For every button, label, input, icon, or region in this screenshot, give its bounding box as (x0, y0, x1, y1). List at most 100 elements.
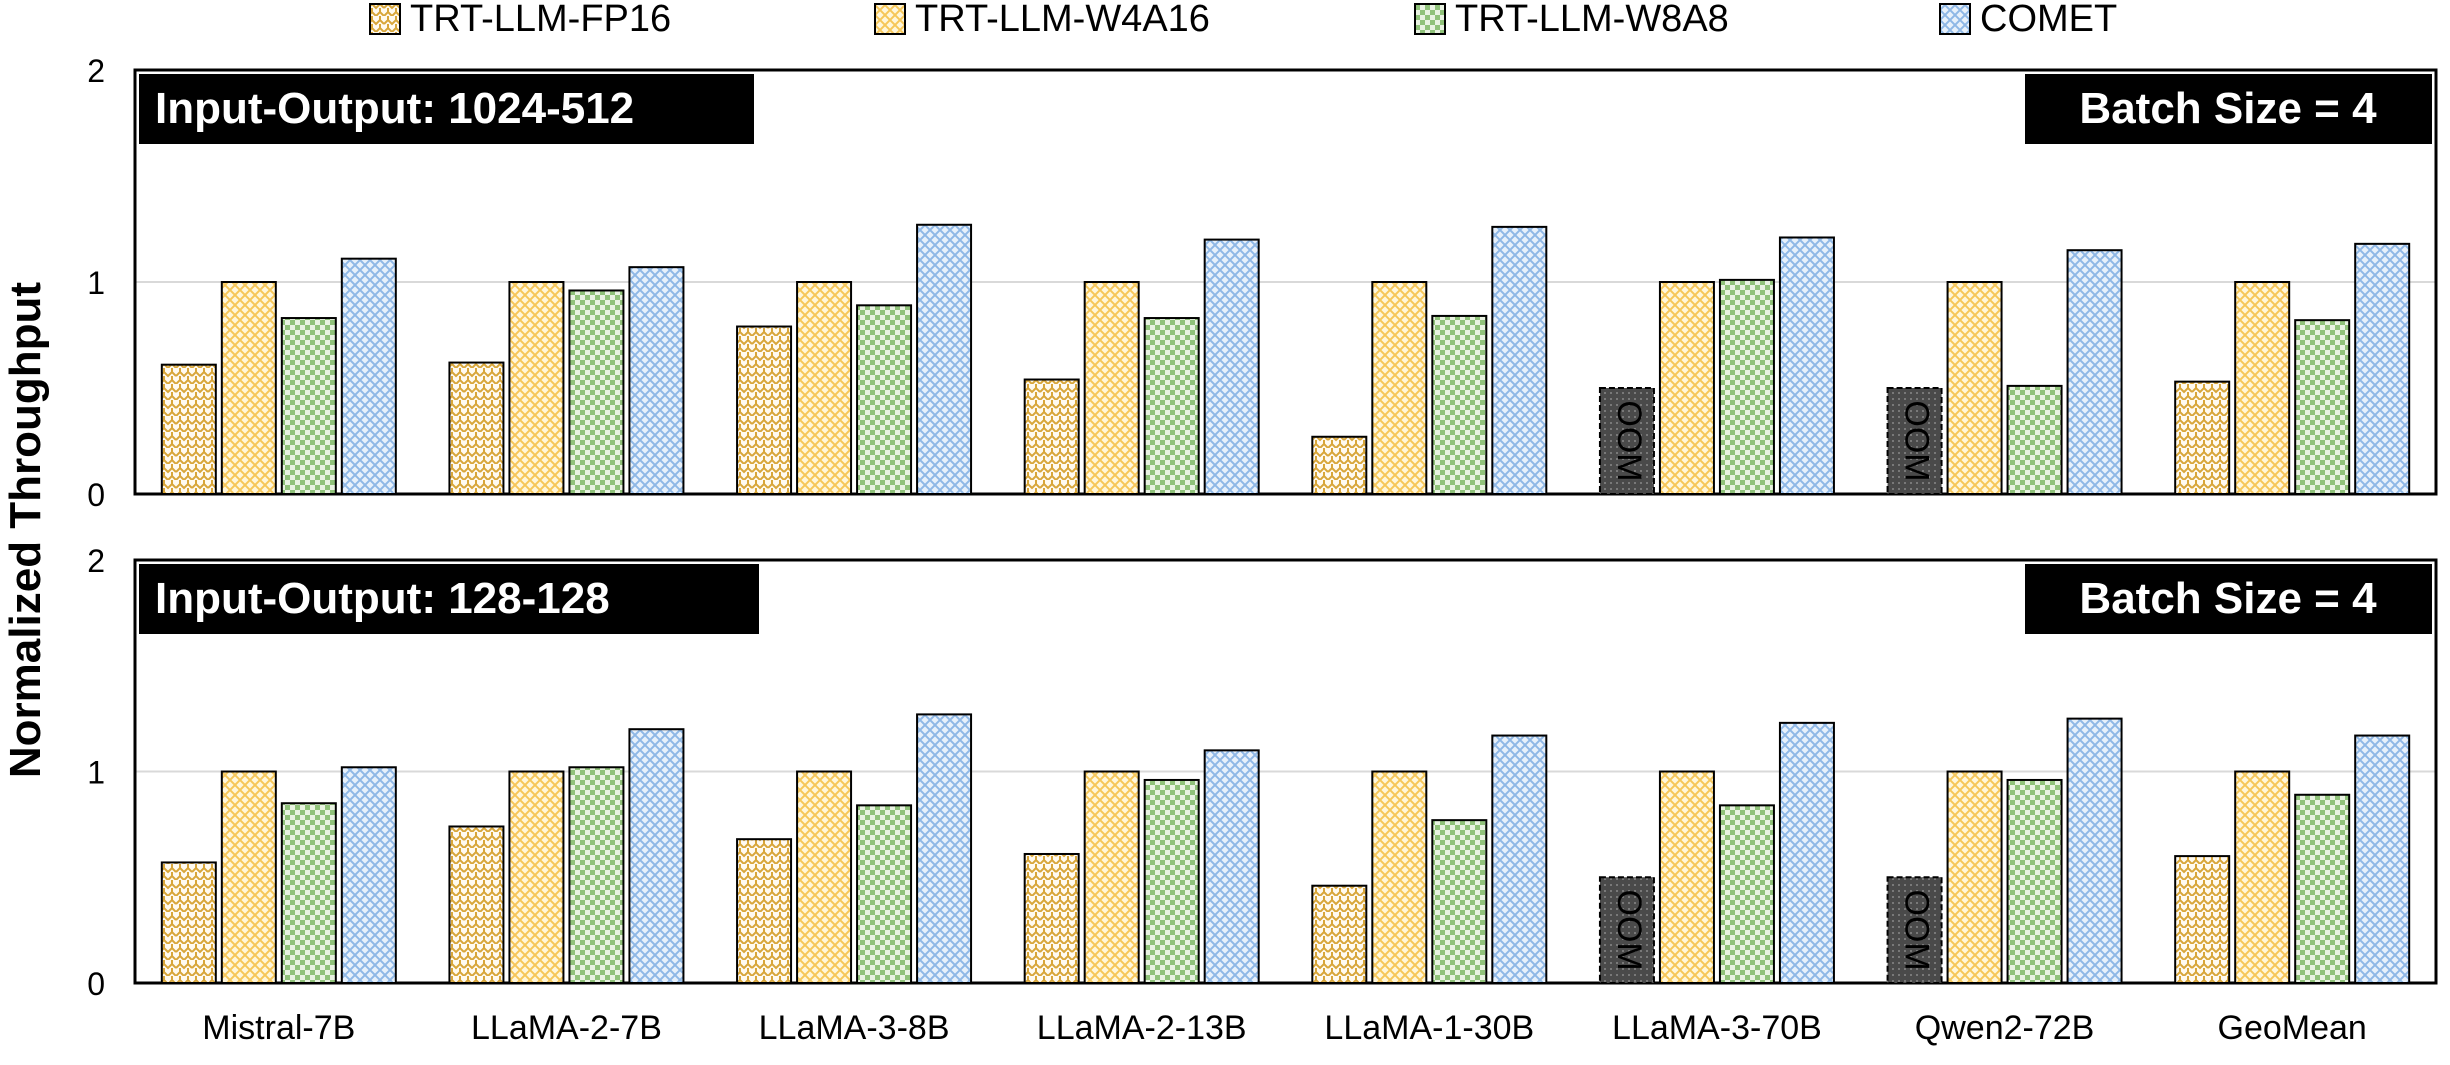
bar-w8a8 (2006, 778, 2063, 985)
plot-frame (133, 558, 2438, 985)
bar-fp16 (736, 838, 793, 984)
bar-w4a16 (796, 281, 853, 495)
y-tick-label: 0 (87, 966, 105, 1002)
x-tick-label: LLaMA-2-7B (471, 1009, 662, 1047)
bar-fp16 (1311, 884, 1368, 985)
panel-io-label-text: Input-Output: 128-128 (155, 574, 610, 623)
x-tick-label: LLaMA-3-70B (1612, 1009, 1822, 1047)
bar-fp16 (1023, 378, 1080, 495)
bar-w4a16 (1371, 770, 1428, 984)
bar-comet (916, 713, 973, 985)
bar-comet (1203, 749, 1260, 984)
bar-fp16 (448, 361, 505, 495)
bar-w8a8 (1718, 804, 1775, 985)
panel-batch-label-text: Batch Size = 4 (2079, 574, 2377, 623)
bar-w8a8 (1431, 819, 1488, 985)
bar-comet (628, 728, 685, 985)
x-tick-label: GeoMean (2218, 1009, 2367, 1047)
bar-w4a16 (508, 770, 565, 984)
x-tick-label: LLaMA-2-13B (1037, 1009, 1247, 1047)
y-tick-label: 1 (87, 755, 105, 791)
legend-item-comet: COMET (1939, 0, 2117, 40)
bar-w8a8 (2006, 384, 2063, 496)
bar-fp16 (736, 325, 793, 495)
bar-w8a8 (2294, 319, 2351, 495)
legend-label-w4a16: TRT-LLM-W4A16 (915, 0, 1210, 40)
bar-w8a8 (280, 317, 337, 496)
bar-w8a8 (1718, 278, 1775, 495)
legend-swatch-w4a16 (874, 3, 906, 35)
bar-comet (916, 223, 973, 495)
bar-fp16 (160, 363, 217, 495)
bar-w4a16 (1946, 770, 2003, 984)
legend-label-comet: COMET (1980, 0, 2117, 40)
legend: TRT-LLM-FP16 TRT-LLM-W4A16 TRT-LLM-W8A8 COM… (369, 0, 2117, 40)
legend-item-w8a8: TRT-LLM-W8A8 (1414, 0, 1729, 40)
bar-w4a16 (508, 281, 565, 495)
legend-swatch-w8a8 (1414, 3, 1446, 35)
bar-w4a16 (220, 770, 277, 984)
legend-label-fp16: TRT-LLM-FP16 (410, 0, 671, 40)
oom-label: OOM (1610, 890, 1648, 971)
bar-w8a8 (1143, 778, 1200, 985)
bar-fp16 (2174, 380, 2231, 496)
bar-w8a8 (568, 766, 625, 985)
bar-fp16 (160, 861, 217, 985)
bar-w4a16 (1658, 281, 1715, 495)
legend-item-w4a16: TRT-LLM-W4A16 (874, 0, 1210, 40)
bar-comet (1778, 236, 1835, 495)
x-tick-label: Mistral-7B (202, 1009, 355, 1047)
y-tick-label: 2 (87, 543, 105, 579)
bar-fp16 (1023, 852, 1080, 984)
bar-comet (340, 766, 397, 985)
oom-bar (1886, 876, 1943, 984)
bar-w4a16 (1371, 281, 1428, 495)
bar-comet (1778, 721, 1835, 984)
oom-label: OOM (1898, 400, 1936, 481)
oom-bar (1598, 387, 1655, 495)
oom-bar (1598, 876, 1655, 984)
bar-comet (2066, 717, 2123, 984)
x-tick-label: Qwen2-72B (1915, 1009, 2095, 1047)
y-tick-label: 1 (87, 265, 105, 301)
panel-batch-label: Batch Size = 4 (2025, 74, 2432, 144)
bar-comet (628, 266, 685, 495)
oom-label: OOM (1898, 890, 1936, 971)
oom-bar (1886, 387, 1943, 495)
bar-w8a8 (856, 804, 913, 985)
bar-w4a16 (2234, 770, 2291, 984)
panel-2: 0 1 2 OOM OOM Input-Output: 128-128 Batch Size… (87, 543, 2438, 1047)
panel-batch-label: Batch Size = 4 (2025, 564, 2432, 634)
oom-label: OOM (1610, 400, 1648, 481)
y-tick-label: 0 (87, 477, 105, 513)
x-tick-label: LLaMA-1-30B (1324, 1009, 1534, 1047)
bar-comet (2066, 249, 2123, 495)
bar-w4a16 (2234, 281, 2291, 495)
y-axis-label: Normalized Throughput (1, 282, 50, 779)
panel-io-label-text: Input-Output: 1024-512 (155, 84, 634, 133)
panel-io-label: Input-Output: 1024-512 (139, 74, 754, 144)
panel-batch-label-text: Batch Size = 4 (2079, 84, 2377, 133)
legend-swatch-comet (1939, 3, 1971, 35)
legend-label-w8a8: TRT-LLM-W8A8 (1455, 0, 1729, 40)
bar-w4a16 (796, 770, 853, 984)
bar-w4a16 (1083, 770, 1140, 984)
bar-fp16 (448, 825, 505, 984)
bar-w4a16 (1658, 770, 1715, 984)
bar-w4a16 (220, 281, 277, 495)
bar-w8a8 (2294, 793, 2351, 985)
bar-w8a8 (1143, 317, 1200, 496)
bar-comet (1491, 225, 1548, 495)
legend-item-fp16: TRT-LLM-FP16 (369, 0, 671, 40)
bar-fp16 (2174, 855, 2231, 984)
y-tick-label: 2 (87, 53, 105, 89)
bar-w8a8 (280, 802, 337, 984)
panel-1: 0 1 2 OOM OOM Input-Output: 1024-512 Batch Siz… (87, 53, 2438, 513)
bar-w8a8 (856, 304, 913, 495)
bar-comet (2354, 734, 2411, 984)
plot-frame (133, 68, 2438, 496)
bar-w8a8 (568, 289, 625, 496)
bar-w4a16 (1946, 281, 2003, 495)
